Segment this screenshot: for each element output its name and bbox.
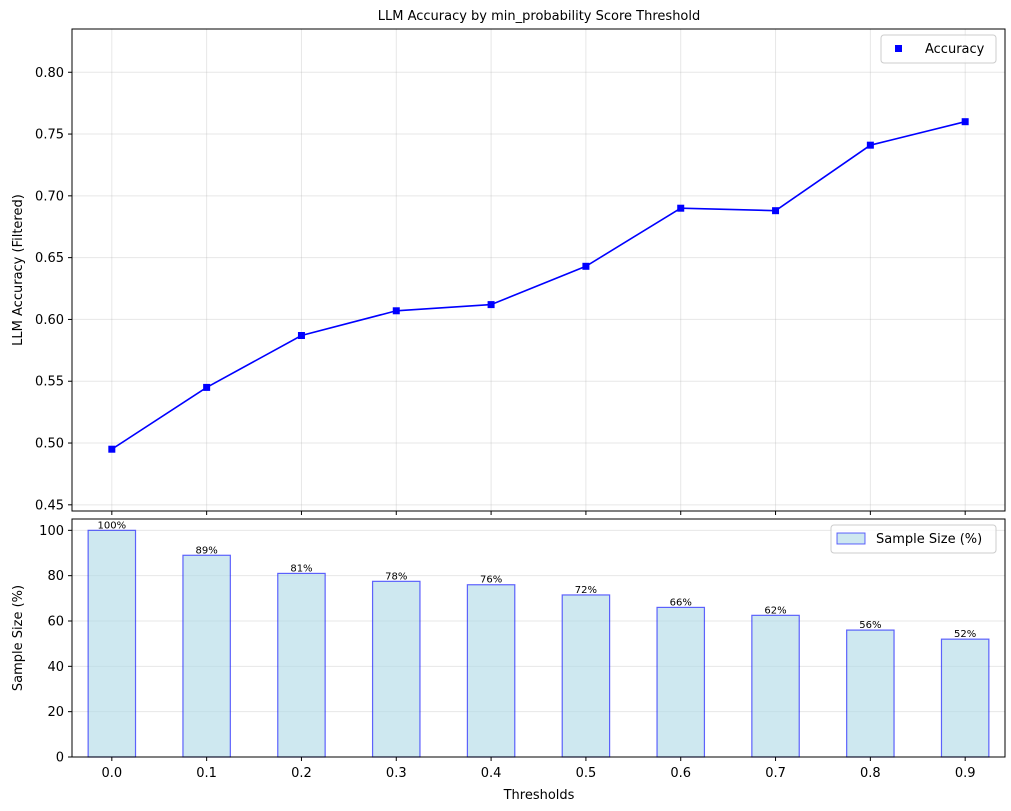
sample-size-legend-swatch xyxy=(836,532,866,545)
accuracy-legend-marker xyxy=(895,45,902,52)
x-tick-label: 0.0 xyxy=(101,766,122,781)
sample-size-bar-label: 52% xyxy=(954,629,976,640)
sample-size-bar xyxy=(940,638,990,758)
x-tick-label: 0.3 xyxy=(386,766,407,781)
accuracy-legend-box xyxy=(880,34,997,64)
accuracy-point xyxy=(772,207,780,215)
accuracy-point xyxy=(108,445,116,453)
accuracy-point xyxy=(677,204,685,212)
sample-size-y-tick-label: 20 xyxy=(47,705,64,720)
sample-size-y-tick-label: 80 xyxy=(47,569,64,584)
x-tick-label: 0.7 xyxy=(765,766,786,781)
sample-size-bar xyxy=(371,580,421,758)
accuracy-panel: LLM Accuracy by min_probability Score Th… xyxy=(11,9,1006,515)
accuracy-y-tick-label: 0.65 xyxy=(35,251,64,266)
accuracy-legend-label: Accuracy xyxy=(925,42,985,57)
sample-size-bar xyxy=(846,629,895,758)
x-tick-label: 0.2 xyxy=(291,766,312,781)
accuracy-y-tick-label: 0.50 xyxy=(35,437,64,452)
sample-size-bar-label: 56% xyxy=(859,620,881,631)
accuracy-point xyxy=(866,141,874,149)
accuracy-point xyxy=(297,332,305,340)
accuracy-y-tick-label: 0.55 xyxy=(35,375,64,390)
sample-size-plot-frame xyxy=(71,518,1006,758)
accuracy-y-axis-label: LLM Accuracy (Filtered) xyxy=(11,194,26,346)
accuracy-y-ticks: 0.45 0.50 0.55 0.60 0.65 0.70 0.75 0.80 xyxy=(35,66,72,513)
accuracy-point xyxy=(582,262,590,270)
accuracy-point xyxy=(392,307,400,315)
sample-size-legend-box xyxy=(830,524,997,554)
sample-size-bar-labels: 100% 89% 81% 78% 76% 72% 66% 62% 56% 52% xyxy=(98,520,977,640)
accuracy-y-tick-label: 0.45 xyxy=(35,498,64,513)
sample-size-y-tick-label: 0 xyxy=(56,751,64,766)
accuracy-point xyxy=(961,118,969,126)
accuracy-grid xyxy=(72,29,1005,511)
sample-size-bar-label: 100% xyxy=(98,520,127,531)
sample-size-bar-label: 81% xyxy=(290,563,312,574)
x-tick-label: 0.1 xyxy=(196,766,217,781)
sample-size-bar xyxy=(277,572,326,758)
sample-size-bar-label: 78% xyxy=(385,571,407,582)
accuracy-point xyxy=(487,301,495,309)
x-tick-label: 0.4 xyxy=(481,766,502,781)
sample-size-y-tick-label: 40 xyxy=(47,660,64,675)
sample-size-bar xyxy=(751,614,800,758)
sample-size-y-tick-label: 100 xyxy=(39,524,64,539)
chart-title: LLM Accuracy by min_probability Score Th… xyxy=(378,9,701,24)
sample-size-panel: 100% 89% 81% 78% 76% 72% 66% 62% 56% 52% 0 20 40 60 8… xyxy=(11,518,1006,803)
sample-size-y-tick-label: 60 xyxy=(47,615,64,630)
sample-size-bar-label: 72% xyxy=(575,585,597,596)
x-tick-label: 0.8 xyxy=(860,766,881,781)
sample-size-bars xyxy=(87,529,990,758)
accuracy-point xyxy=(203,383,211,391)
sample-size-y-ticks: 0 20 40 60 80 100 xyxy=(39,524,72,766)
sample-size-y-axis-label: Sample Size (%) xyxy=(11,585,26,691)
sample-size-bar-label: 76% xyxy=(480,575,502,586)
accuracy-line xyxy=(111,120,966,450)
accuracy-legend: Accuracy xyxy=(880,34,997,64)
sample-size-bar xyxy=(182,554,231,758)
accuracy-y-tick-label: 0.70 xyxy=(35,189,64,204)
sample-size-bar-label: 62% xyxy=(764,605,786,616)
accuracy-x-ticks xyxy=(111,511,966,515)
accuracy-y-tick-label: 0.60 xyxy=(35,313,64,328)
accuracy-y-tick-label: 0.80 xyxy=(35,66,64,81)
x-tick-label: 0.9 xyxy=(955,766,976,781)
sample-size-bar xyxy=(87,529,137,758)
accuracy-plot-frame xyxy=(71,28,1006,512)
x-tick-label: 0.6 xyxy=(670,766,691,781)
sample-size-bar-label: 89% xyxy=(196,545,218,556)
sample-size-bar xyxy=(561,594,611,758)
accuracy-series xyxy=(108,118,969,453)
sample-size-legend-label: Sample Size (%) xyxy=(876,532,982,547)
accuracy-y-tick-label: 0.75 xyxy=(35,128,64,143)
x-axis-label: Thresholds xyxy=(503,788,575,803)
sample-size-bar xyxy=(466,584,516,758)
sample-size-bar-label: 66% xyxy=(670,597,692,608)
sample-size-x-ticks: 0.0 0.1 0.2 0.3 0.4 0.5 0.6 0.7 0.8 0.9 xyxy=(101,757,976,781)
sample-size-bar xyxy=(656,606,706,758)
x-tick-label: 0.5 xyxy=(576,766,597,781)
sample-size-legend: Sample Size (%) xyxy=(830,524,997,554)
